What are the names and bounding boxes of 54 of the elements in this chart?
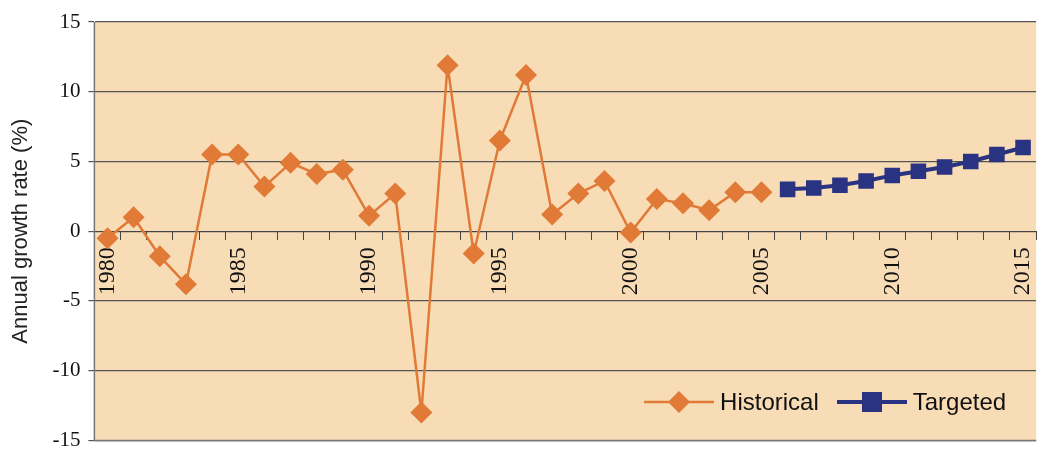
point xyxy=(122,206,145,229)
point xyxy=(174,273,197,296)
legend-label: Targeted xyxy=(912,388,1007,417)
x-tick-label: 2000 xyxy=(615,247,642,296)
x-tick-label: 1980 xyxy=(92,247,119,296)
y-tick-label: 5 xyxy=(69,147,81,172)
y-tick-label: -10 xyxy=(52,357,81,382)
x-tick-label: 2010 xyxy=(877,247,904,296)
point xyxy=(910,163,927,180)
legend-label: Historical xyxy=(720,388,819,417)
point xyxy=(279,151,302,174)
x-tick-label: 1995 xyxy=(485,247,512,296)
point xyxy=(858,173,874,189)
point xyxy=(331,158,354,181)
point xyxy=(305,163,328,186)
y-tick-label: 10 xyxy=(59,78,81,103)
point xyxy=(936,159,953,175)
point xyxy=(724,181,747,204)
point xyxy=(806,180,822,196)
point xyxy=(567,182,590,205)
y-axis-title: Annual growth rate (%) xyxy=(7,118,33,344)
point xyxy=(645,188,668,211)
x-tick-label: 2015 xyxy=(1008,247,1035,296)
point xyxy=(1015,139,1031,156)
point xyxy=(541,203,564,226)
point xyxy=(619,221,642,244)
point xyxy=(201,143,224,166)
y-tick-label: 15 xyxy=(59,8,81,33)
point xyxy=(832,177,848,193)
point xyxy=(358,204,381,227)
point xyxy=(253,175,276,198)
point xyxy=(384,182,407,205)
point xyxy=(698,199,721,222)
point xyxy=(593,169,616,192)
point xyxy=(515,64,538,86)
x-tick-label: 1985 xyxy=(223,247,250,296)
point xyxy=(148,245,171,268)
point xyxy=(436,54,459,77)
point xyxy=(962,153,979,170)
point xyxy=(671,192,694,215)
point xyxy=(227,143,250,166)
y-tick-label: -5 xyxy=(62,287,81,312)
x-tick-label: 1990 xyxy=(354,247,381,296)
point xyxy=(96,227,119,250)
point xyxy=(750,181,773,204)
point xyxy=(488,129,511,152)
point xyxy=(410,401,433,424)
y-tick-label: 0 xyxy=(69,217,81,242)
point xyxy=(884,167,901,184)
point xyxy=(462,242,485,265)
x-tick-label: 2005 xyxy=(746,247,773,296)
point xyxy=(989,146,1005,163)
point xyxy=(779,181,796,198)
y-tick-label: -15 xyxy=(52,426,81,451)
